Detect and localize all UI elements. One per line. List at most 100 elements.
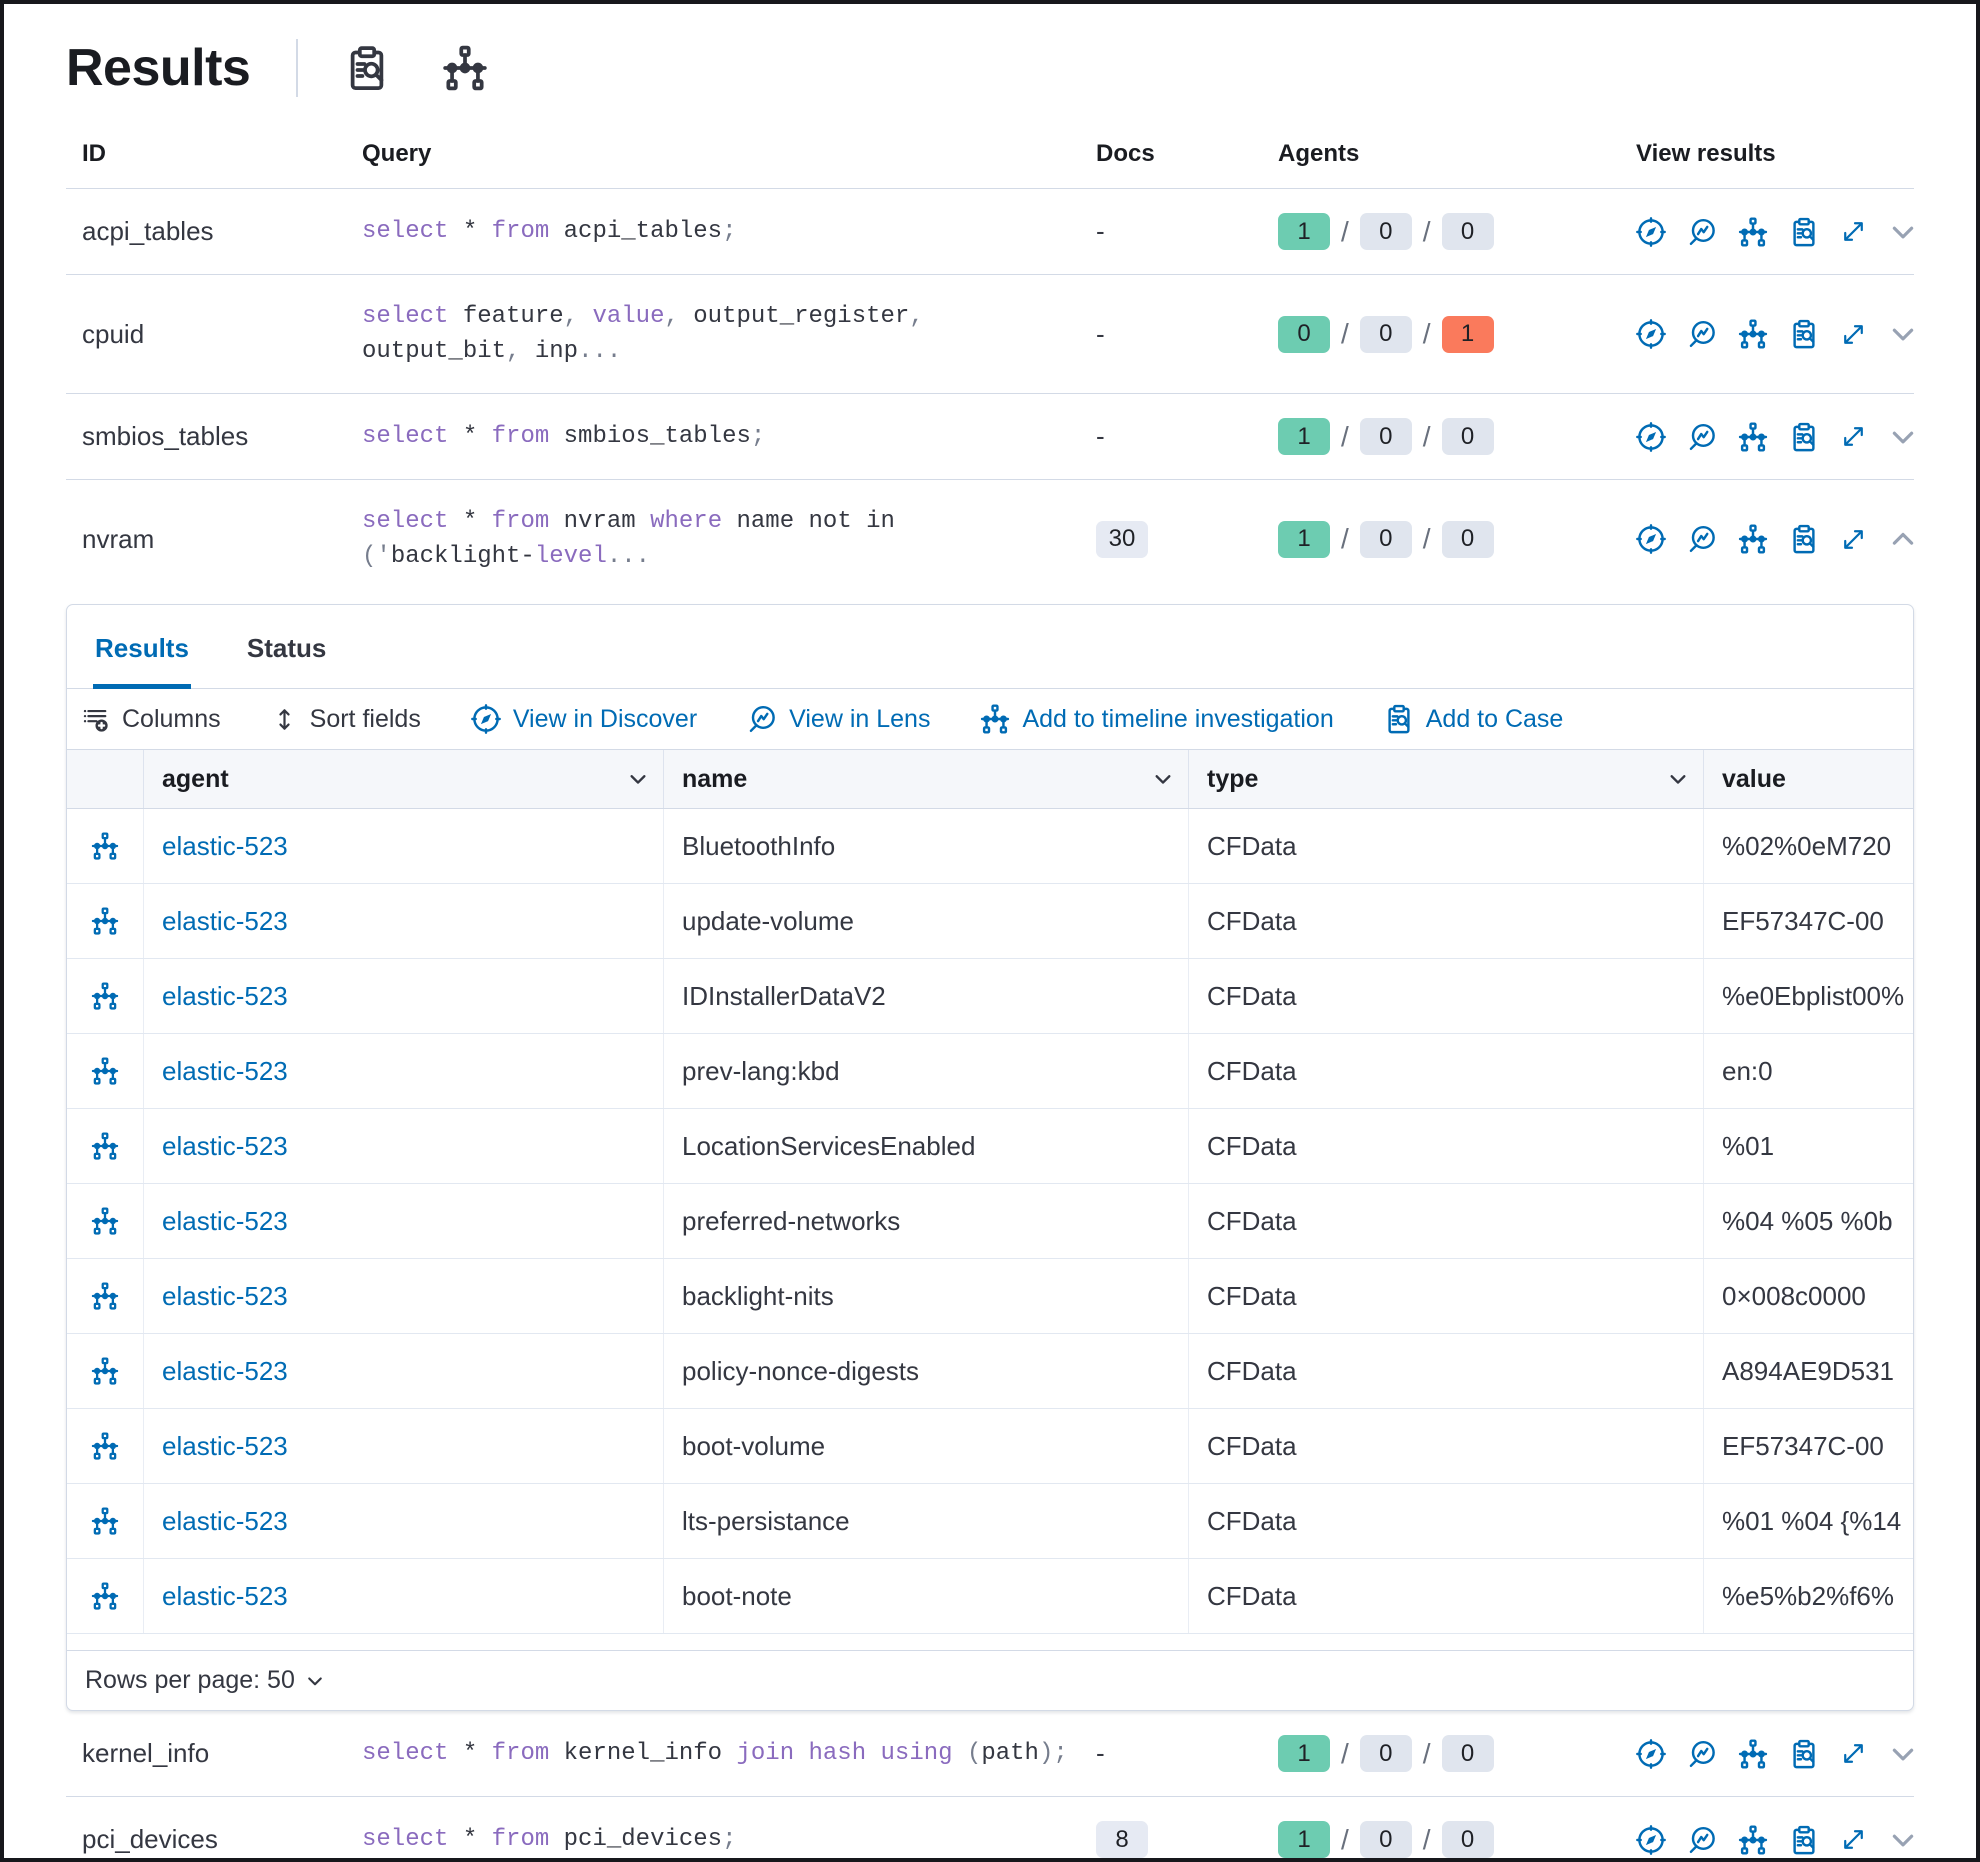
agents-responded-badge: 1 [1278,1821,1330,1858]
add-to-case-icon[interactable] [1789,217,1819,247]
toolbar-add-to-case-button[interactable]: Add to Case [1384,704,1563,734]
add-to-timeline-icon[interactable] [1738,524,1768,554]
add-to-timeline-icon[interactable] [91,1357,119,1385]
grid-column-label: name [682,764,748,793]
result-type: CFData [1189,1559,1704,1634]
badge-separator: / [1341,1823,1349,1855]
add-to-timeline-icon[interactable] [1738,216,1768,247]
toolbar-view-in-discover-button[interactable]: View in Discover [470,704,697,735]
add-to-timeline-icon[interactable] [91,907,119,935]
add-to-case-icon[interactable] [1789,1739,1819,1769]
add-to-timeline-icon[interactable] [1738,1739,1768,1769]
agent-link[interactable]: elastic-523 [162,1355,288,1386]
toolbar-view-in-lens-button[interactable]: View in Lens [747,704,930,734]
view-in-discover-icon[interactable] [1636,1738,1666,1769]
add-to-case-icon[interactable] [1789,422,1819,452]
view-in-lens-icon[interactable] [1687,524,1717,554]
expand-results-icon[interactable] [1840,526,1867,553]
column-menu-chevron-icon[interactable] [1152,768,1174,790]
column-menu-chevron-icon[interactable] [1667,768,1689,790]
grid-column-header-type[interactable]: type [1189,750,1704,809]
expand-results-icon[interactable] [1840,423,1867,450]
view-in-discover-icon[interactable] [1636,319,1666,349]
rows-per-page-chevron-icon [305,1671,325,1691]
query-id: cpuid [82,318,145,349]
toolbar-add-to-timeline-investigation-button[interactable]: Add to timeline investigation [980,704,1334,734]
toggle-row-expand-chevron-icon[interactable] [1888,319,1918,349]
view-in-discover-icon[interactable] [1636,421,1666,452]
add-to-case-icon[interactable] [1789,319,1819,349]
query-row-acpi-tables: acpi_tables select * from acpi_tables; - 1 /… [66,188,1914,274]
tab-status[interactable]: Status [246,633,327,664]
agent-link[interactable]: elastic-523 [162,905,288,936]
add-to-timeline-icon[interactable] [1738,422,1768,452]
toggle-row-expand-chevron-icon[interactable] [1888,1739,1918,1769]
view-in-discover-icon[interactable] [1636,216,1666,247]
query-docs: - [1082,397,1264,476]
agent-link[interactable]: elastic-523 [162,1205,288,1236]
column-menu-chevron-icon[interactable] [627,768,649,790]
add-to-timeline-icon[interactable] [91,1582,119,1610]
add-to-timeline-icon[interactable] [91,832,119,860]
view-in-lens-icon[interactable] [1687,1739,1717,1769]
view-in-lens-icon[interactable] [1687,319,1717,349]
add-to-timeline-icon[interactable] [91,1507,119,1535]
node-tree-icon[interactable] [442,45,488,91]
add-to-timeline-icon[interactable] [1738,1825,1768,1855]
toolbar-sort-fields-button[interactable]: Sort fields [271,705,421,734]
view-in-lens-icon[interactable] [1687,422,1717,452]
agent-link[interactable]: elastic-523 [162,1130,288,1161]
expand-results-icon[interactable] [1840,218,1867,245]
view-in-lens-icon[interactable] [1687,1825,1717,1855]
result-type: CFData [1189,1184,1704,1259]
query-id: nvram [82,523,155,554]
view-in-discover-icon[interactable] [1636,524,1666,554]
view-in-discover-icon[interactable] [1636,1824,1666,1855]
query-actions [1622,1801,1914,1858]
view-in-lens-icon[interactable] [1687,217,1717,247]
agent-link[interactable]: elastic-523 [162,1055,288,1086]
add-to-case-icon[interactable] [1789,524,1819,554]
expand-results-icon[interactable] [1840,1826,1867,1853]
badge-separator: / [1341,318,1349,350]
result-value: %01 %04 {%14 [1722,1505,1902,1536]
add-to-timeline-icon[interactable] [91,1057,119,1085]
add-to-case-icon[interactable] [1789,1825,1819,1855]
grid-column-label: agent [162,764,229,793]
grid-column-header-agent[interactable]: agent [144,750,664,809]
expand-results-icon[interactable] [1840,321,1867,348]
add-to-timeline-icon[interactable] [91,1132,119,1160]
agent-link[interactable]: elastic-523 [162,1580,288,1611]
agent-link[interactable]: elastic-523 [162,1430,288,1461]
agent-link[interactable]: elastic-523 [162,980,288,1011]
add-to-timeline-icon[interactable] [91,1282,119,1310]
add-to-timeline-icon[interactable] [91,1207,119,1235]
toggle-row-expand-chevron-icon[interactable] [1888,1825,1918,1855]
toggle-row-expand-chevron-icon[interactable] [1888,524,1918,554]
result-type: CFData [1189,809,1704,884]
clipboard-search-icon[interactable] [344,45,390,91]
expand-results-icon[interactable] [1840,1740,1867,1767]
agent-link[interactable]: elastic-523 [162,1280,288,1311]
add-to-timeline-icon[interactable] [1738,319,1768,349]
toggle-row-expand-chevron-icon[interactable] [1888,422,1918,452]
agents-responded-badge: 1 [1278,1735,1330,1773]
column-header-view-results: View results [1636,140,1776,167]
query-actions [1622,398,1914,476]
toolbar-columns-button[interactable]: Columns [83,705,221,734]
query-actions [1622,193,1914,271]
add-to-timeline-icon[interactable] [91,1432,119,1460]
agent-link[interactable]: elastic-523 [162,830,288,861]
query-id: acpi_tables [82,216,214,246]
agent-link[interactable]: elastic-523 [162,1505,288,1536]
grid-column-header-value[interactable]: value [1704,750,1913,808]
agents-responded-badge: 1 [1278,520,1330,558]
case-icon [1384,704,1414,734]
toggle-row-expand-chevron-icon[interactable] [1888,217,1918,247]
tab-results[interactable]: Results [93,605,191,690]
rows-per-page-button[interactable]: Rows per page: 50 [85,1666,325,1695]
query-row-kernel-info: kernel_info select * from kernel_info joi… [66,1711,1914,1796]
query-id: kernel_info [82,1738,210,1769]
add-to-timeline-icon[interactable] [91,982,119,1010]
grid-column-header-name[interactable]: name [664,750,1189,809]
